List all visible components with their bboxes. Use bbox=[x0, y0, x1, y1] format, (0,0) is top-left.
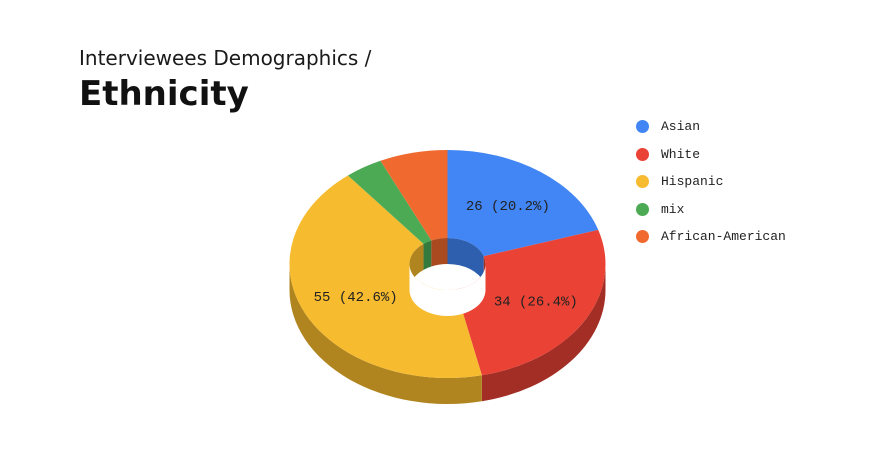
slide-title: Interviewees Demographics / Ethnicity bbox=[79, 46, 371, 116]
data-label-white: 34 (26.4%) bbox=[494, 295, 578, 311]
slice-side-hispanic bbox=[289, 264, 482, 404]
legend-label: Asian bbox=[661, 119, 701, 135]
slice-asian bbox=[447, 150, 599, 257]
slice-labels: 26 (20.2%) 34 (26.4%) 55 (42.6%) bbox=[314, 199, 578, 310]
donut-side-walls bbox=[289, 264, 606, 404]
slice-mix bbox=[347, 160, 432, 244]
legend-item-hispanic: Hispanic bbox=[636, 168, 786, 196]
legend-swatch bbox=[636, 230, 649, 244]
hole-wall-african-american bbox=[431, 238, 448, 267]
legend-label: mix bbox=[661, 201, 685, 217]
legend-swatch bbox=[636, 202, 649, 216]
legend-swatch bbox=[636, 175, 649, 189]
slice-hispanic bbox=[289, 175, 482, 378]
chart-title: Ethnicity bbox=[79, 74, 249, 114]
legend-item-mix: mix bbox=[636, 196, 786, 224]
legend-item-african-american: African-American bbox=[636, 223, 786, 251]
donut-top-faces bbox=[289, 150, 606, 378]
legend-swatch bbox=[636, 147, 649, 161]
legend-swatch bbox=[636, 120, 649, 134]
slice-white bbox=[455, 229, 606, 376]
chart-subtitle: Interviewees Demographics / bbox=[79, 46, 372, 70]
legend-item-asian: Asian bbox=[636, 113, 786, 141]
data-label-asian: 26 (20.2%) bbox=[466, 199, 550, 215]
legend-label: White bbox=[661, 146, 701, 162]
legend-item-white: White bbox=[636, 141, 786, 169]
legend-label: African-American bbox=[661, 229, 786, 245]
donut-hole bbox=[409, 264, 486, 316]
chart-legend: Asian White Hispanic mix African-American bbox=[636, 113, 786, 251]
legend-label: Hispanic bbox=[661, 174, 724, 190]
slice-african-american bbox=[380, 150, 448, 241]
hole-wall-mix bbox=[423, 240, 432, 270]
data-label-hispanic: 55 (42.6%) bbox=[314, 290, 398, 306]
hole-wall-asian bbox=[447, 238, 484, 283]
slice-side-white bbox=[481, 264, 606, 402]
donut-hole-wall bbox=[409, 238, 486, 290]
